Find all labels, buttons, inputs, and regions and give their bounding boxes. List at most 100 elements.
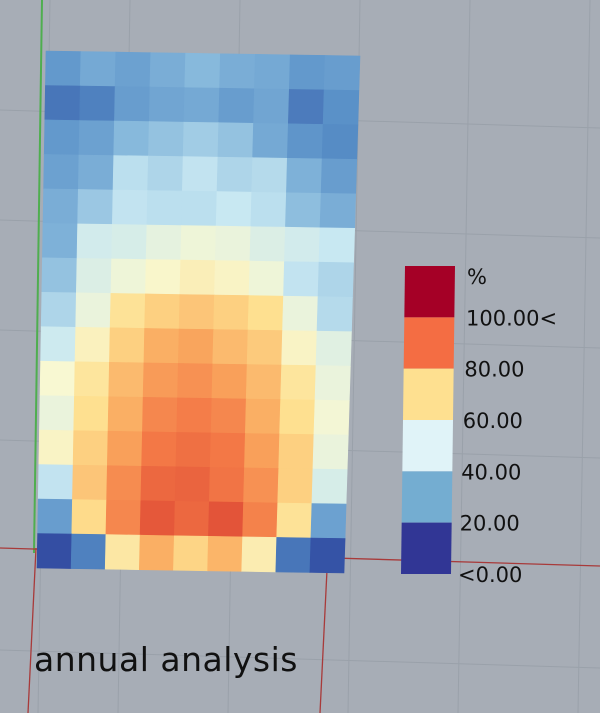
heatmap-cell [174,466,211,503]
heatmap-cell [108,361,145,398]
heatmap-cell [245,364,282,400]
legend-swatch [401,522,452,574]
heatmap-cell [177,363,214,399]
heatmap-cell [278,433,315,470]
heatmap-cell [212,329,249,365]
legend-tick-label: <0.00 [458,563,522,587]
heatmap-cell [209,432,246,469]
grid-line [577,0,591,713]
heatmap-cell [219,53,256,90]
heatmap-cell [107,396,144,433]
heatmap-cell [71,499,107,535]
heatmap-cell [141,431,178,468]
heatmap-cell [180,225,217,261]
heatmap-cell [113,120,150,157]
heatmap-cell [106,465,142,502]
heatmap-cell [181,156,219,192]
heatmap-cell [213,294,250,331]
heatmap-cell [144,293,181,330]
heatmap-cell [287,89,325,125]
heatmap-cell [282,295,319,332]
heatmap-cell [142,362,179,399]
heatmap-cell [36,533,73,569]
heatmap-cell [106,430,143,467]
heatmap-cell [184,52,221,89]
heatmap-cell [217,122,254,159]
legend-swatch [403,368,454,420]
legend-swatch [401,471,453,523]
heatmap-cell [72,430,109,467]
legend-tick-label: 100.00< [466,306,557,330]
heatmap-cell [280,364,317,401]
heatmap-cell [322,89,360,126]
heatmap-cell [253,88,290,125]
heatmap-cell [214,225,252,262]
heatmap-cell [242,502,279,538]
heatmap-cell [176,397,213,434]
heatmap-cell [216,156,253,193]
heatmap-cell [146,190,183,226]
heatmap-cell [251,157,288,194]
heatmap-cell [244,398,281,435]
heatmap-cell [208,501,244,538]
heatmap-cell [314,365,351,402]
heatmap-cell [40,291,77,328]
heatmap-cell [244,433,280,469]
heatmap-cell [75,258,112,294]
heatmap-cell [145,259,182,295]
heatmap-cell [45,50,82,87]
heatmap-cell [243,467,280,504]
heatmap-cell [143,328,180,364]
heatmap-cell [215,191,253,228]
heatmap-cell [42,188,79,225]
heatmap-cell [281,330,318,366]
heatmap-cell [44,85,81,121]
heatmap-cell [207,535,243,572]
heatmap-cell [38,429,75,466]
heatmap-cell [39,360,76,397]
grid-line [457,0,471,713]
heatmap-cell [276,502,313,539]
heatmap-cell [182,121,220,158]
heatmap-cell [208,467,245,503]
heatmap-cell [317,261,354,298]
heatmap-cell [173,500,210,537]
heatmap-cell [77,189,114,225]
caption: annual analysis [34,640,298,679]
legend-swatch [403,317,455,369]
heatmap-cell [284,226,321,263]
heatmap-cell [142,396,178,433]
heatmap-cell [320,158,358,195]
legend-swatch [402,420,453,472]
heatmap-cell [138,534,175,571]
heatmap-cell [311,468,348,505]
heatmap-cell [247,295,284,331]
heatmap-cell [74,361,110,398]
heatmap-cell [148,86,186,123]
heatmap-cell [249,226,286,263]
legend-tick-label: 20.00 [460,512,520,536]
heatmap-cell [241,536,278,573]
heatmap-cell [114,86,151,122]
heatmap-cell [250,191,287,228]
heatmap-cell [214,260,251,296]
heatmap-cell [178,294,215,330]
heatmap-cell [39,395,75,432]
legend-color-bar [401,266,455,574]
heatmap-cell [139,500,176,537]
heatmap-cell [316,296,353,333]
heatmap-cell [218,87,255,124]
heatmap-cell [179,259,216,296]
heatmap-cell [75,292,112,329]
heatmap-cell [315,330,352,367]
heatmap-cell [70,533,107,570]
heatmap-cell [110,258,147,295]
heatmap-cell [309,537,346,574]
grid-line [0,649,600,669]
heatmap-cell [286,157,323,194]
heatmap-cell [74,326,111,363]
heatmap-cell [312,434,349,470]
heatmap-cell [140,465,177,502]
heatmap-cell [177,328,214,365]
